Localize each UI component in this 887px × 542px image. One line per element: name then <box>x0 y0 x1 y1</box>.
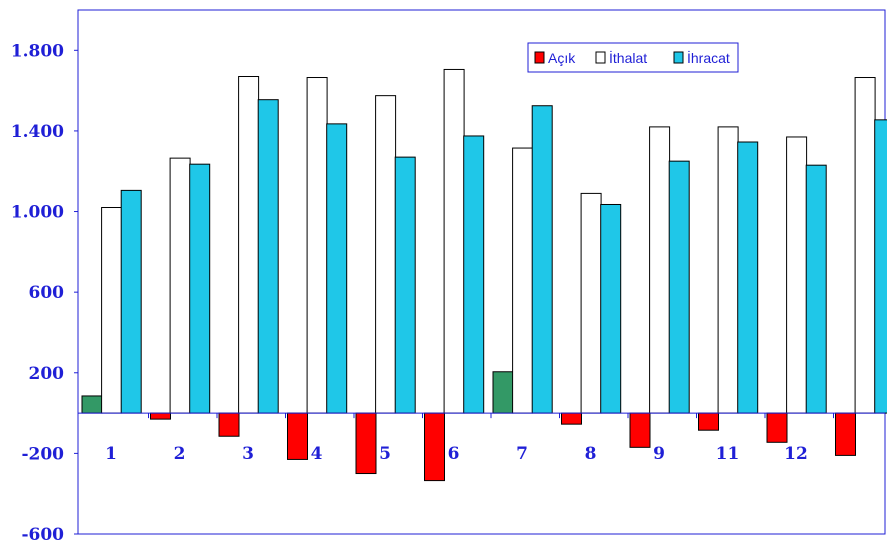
y-tick-label: 200 <box>29 364 65 384</box>
bar-ihracat <box>737 141 759 414</box>
bar-ithalat <box>786 136 808 414</box>
legend-label: İthalat <box>609 49 647 66</box>
y-axis-ticks: -600 -200 200 600 1.000 1.400 1.800 <box>11 41 78 542</box>
y-tick-label: 600 <box>29 283 65 303</box>
bar-ihracat <box>805 164 827 414</box>
bar-acik <box>492 371 514 414</box>
bar-ithalat <box>306 77 328 414</box>
bar-ithalat <box>649 126 671 414</box>
y-tick-label: 1.800 <box>11 41 64 61</box>
bar-acik <box>698 412 719 431</box>
x-tick-marks <box>148 413 834 419</box>
bar-acik <box>424 412 445 482</box>
x-axis-labels: 1 2 3 4 5 6 7 8 9 11 12 <box>105 444 808 464</box>
bar-acik <box>218 412 240 437</box>
bar-ihracat <box>668 160 690 414</box>
y-tick-label: -600 <box>21 525 64 542</box>
bar-acik <box>629 412 651 448</box>
x-tick-label: 6 <box>448 444 460 464</box>
legend-label: Açık <box>548 50 576 66</box>
bar-ithalat <box>512 147 534 414</box>
x-tick-label: 8 <box>585 444 597 464</box>
legend-swatch <box>595 51 606 64</box>
bar-acik <box>355 412 377 475</box>
bar-ihracat <box>531 105 553 414</box>
bar-ithalat <box>443 68 465 414</box>
bar-ithalat <box>169 157 191 414</box>
x-tick-label: 5 <box>379 444 391 464</box>
x-tick-label: 9 <box>653 444 665 464</box>
y-tick-label: -200 <box>21 444 64 464</box>
bar-ithalat <box>854 77 876 414</box>
bar-ihracat <box>257 99 279 414</box>
bar-ihracat <box>394 156 416 414</box>
x-tick-label: 3 <box>242 444 254 464</box>
bar-ihracat <box>120 189 142 414</box>
legend-box <box>527 42 739 73</box>
bar-acik <box>766 412 788 443</box>
legend-swatch <box>673 51 684 64</box>
x-tick-label: 4 <box>311 444 323 464</box>
bar-acik <box>150 412 171 420</box>
bar-ithalat <box>375 95 397 414</box>
legend: Açık İthalat İhracat <box>527 42 739 73</box>
bar-ihracat <box>463 135 485 414</box>
bar-ithalat <box>101 207 123 414</box>
bar-ihracat <box>874 119 887 414</box>
x-tick-label: 7 <box>516 444 528 464</box>
bars-group <box>81 68 887 482</box>
bar-ihracat <box>600 203 622 414</box>
legend-swatch <box>534 51 545 64</box>
x-tick-label: 12 <box>784 444 808 464</box>
bar-acik <box>81 395 103 414</box>
y-tick-label: 1.000 <box>11 203 64 223</box>
x-tick-label: 2 <box>174 444 186 464</box>
bar-acik <box>561 412 582 425</box>
bar-acik <box>835 412 856 456</box>
bar-acik <box>287 412 308 460</box>
y-tick-label: 1.400 <box>11 122 64 142</box>
bar-ihracat <box>189 163 211 414</box>
x-tick-label: 11 <box>716 444 740 464</box>
bar-ithalat <box>717 126 739 414</box>
legend-label: İhracat <box>687 49 730 66</box>
bar-ithalat <box>580 192 602 414</box>
x-tick-label: 1 <box>105 444 117 464</box>
bar-ithalat <box>238 76 260 414</box>
bar-ihracat <box>326 123 348 414</box>
